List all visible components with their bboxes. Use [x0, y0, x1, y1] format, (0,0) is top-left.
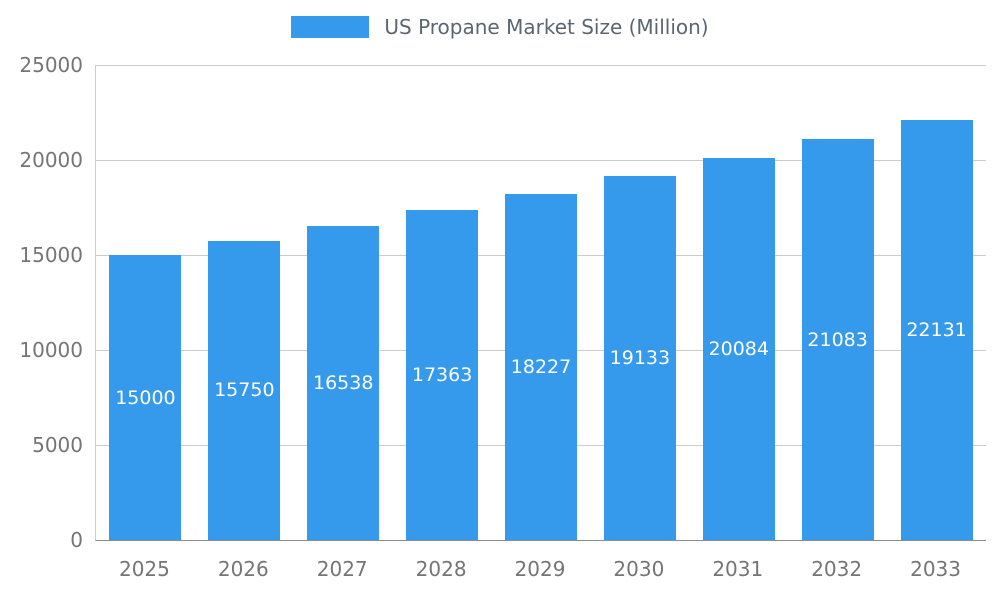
x-axis-tick-label: 2032 — [811, 557, 863, 581]
legend-swatch-icon — [291, 16, 370, 38]
chart-title: US Propane Market Size (Million) — [384, 15, 709, 39]
chart-legend[interactable]: US Propane Market Size (Million) — [0, 15, 1000, 39]
bar: 18227 — [505, 193, 577, 540]
gridline — [96, 64, 986, 66]
gridline — [96, 159, 986, 161]
bar: 17363 — [406, 210, 479, 540]
bar: 22131 — [900, 119, 973, 540]
x-axis-tick-label: 2030 — [613, 557, 665, 581]
y-axis-tick-label: 15000 — [19, 243, 83, 267]
x-axis-tick-label: 2031 — [712, 557, 764, 581]
y-axis-tick-label: 5000 — [32, 433, 83, 457]
plot-area: 15000 15750 16538 17363 18227 19133 20084 21083… — [95, 64, 986, 541]
bar-value-label: 19133 — [609, 347, 671, 370]
bar-value-label: 18227 — [510, 355, 572, 378]
x-axis-tick-label: 2027 — [316, 557, 368, 581]
plot-wrap: 15000 15750 16538 17363 18227 19133 20084 21083… — [19, 53, 986, 581]
x-axis-tick-label: 2025 — [118, 557, 170, 581]
bar: 16538 — [307, 225, 380, 540]
bar-value-label: 15000 — [115, 386, 176, 409]
bar: 15000 — [109, 255, 182, 540]
y-axis-tick-label: 10000 — [19, 338, 83, 362]
x-axis-tick-label: 2033 — [910, 557, 961, 581]
bar-value-label: 15750 — [214, 379, 275, 402]
bar-value-label: 22131 — [906, 318, 967, 341]
x-axis-tick-label: 2026 — [217, 557, 269, 581]
bar-value-label: 21083 — [807, 328, 868, 351]
bar-value-label: 20084 — [708, 338, 769, 361]
bar: 19133 — [603, 176, 676, 540]
bar: 21083 — [801, 139, 874, 540]
x-axis-tick-label: 2029 — [514, 557, 566, 581]
y-axis-tick-label: 20000 — [19, 148, 83, 172]
bar: 20084 — [702, 158, 775, 540]
y-axis-tick-label: 0 — [70, 528, 83, 552]
bar: 15750 — [208, 240, 281, 540]
y-axis-tick-label: 25000 — [19, 53, 83, 77]
bar-value-label: 17363 — [411, 364, 473, 387]
bar-value-label: 16538 — [312, 371, 374, 394]
x-axis-tick-label: 2028 — [415, 557, 467, 581]
